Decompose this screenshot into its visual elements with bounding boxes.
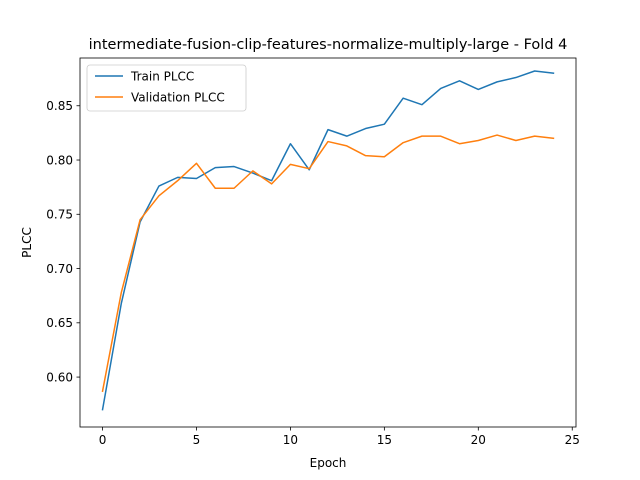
x-tick-label: 10 [283, 433, 298, 447]
y-tick-label: 0.70 [46, 262, 73, 276]
x-tick-label: 5 [193, 433, 201, 447]
y-tick-label: 0.75 [46, 208, 73, 222]
x-axis-label: Epoch [310, 456, 347, 470]
x-tick-label: 25 [565, 433, 580, 447]
series-line-validation-plcc [101, 134, 555, 393]
legend-label: Validation PLCC [131, 90, 225, 104]
y-tick-label: 0.65 [46, 316, 73, 330]
plot-frame [79, 57, 577, 428]
legend-box [86, 64, 247, 112]
plot-area [101, 70, 555, 411]
series-line-train-plcc [101, 70, 555, 411]
y-tick-label: 0.85 [46, 99, 73, 113]
x-tick-label: 0 [99, 433, 107, 447]
x-tick-label: 15 [377, 433, 392, 447]
legend: Train PLCC Validation PLCC [86, 64, 247, 112]
x-tick-label: 20 [471, 433, 486, 447]
y-tick-label: 0.80 [46, 153, 73, 167]
y-axis-label: PLCC [20, 227, 34, 258]
chart-title: intermediate-fusion-clip-features-normal… [89, 37, 568, 53]
legend-label: Train PLCC [130, 69, 194, 83]
y-tick-label: 0.60 [46, 370, 73, 384]
